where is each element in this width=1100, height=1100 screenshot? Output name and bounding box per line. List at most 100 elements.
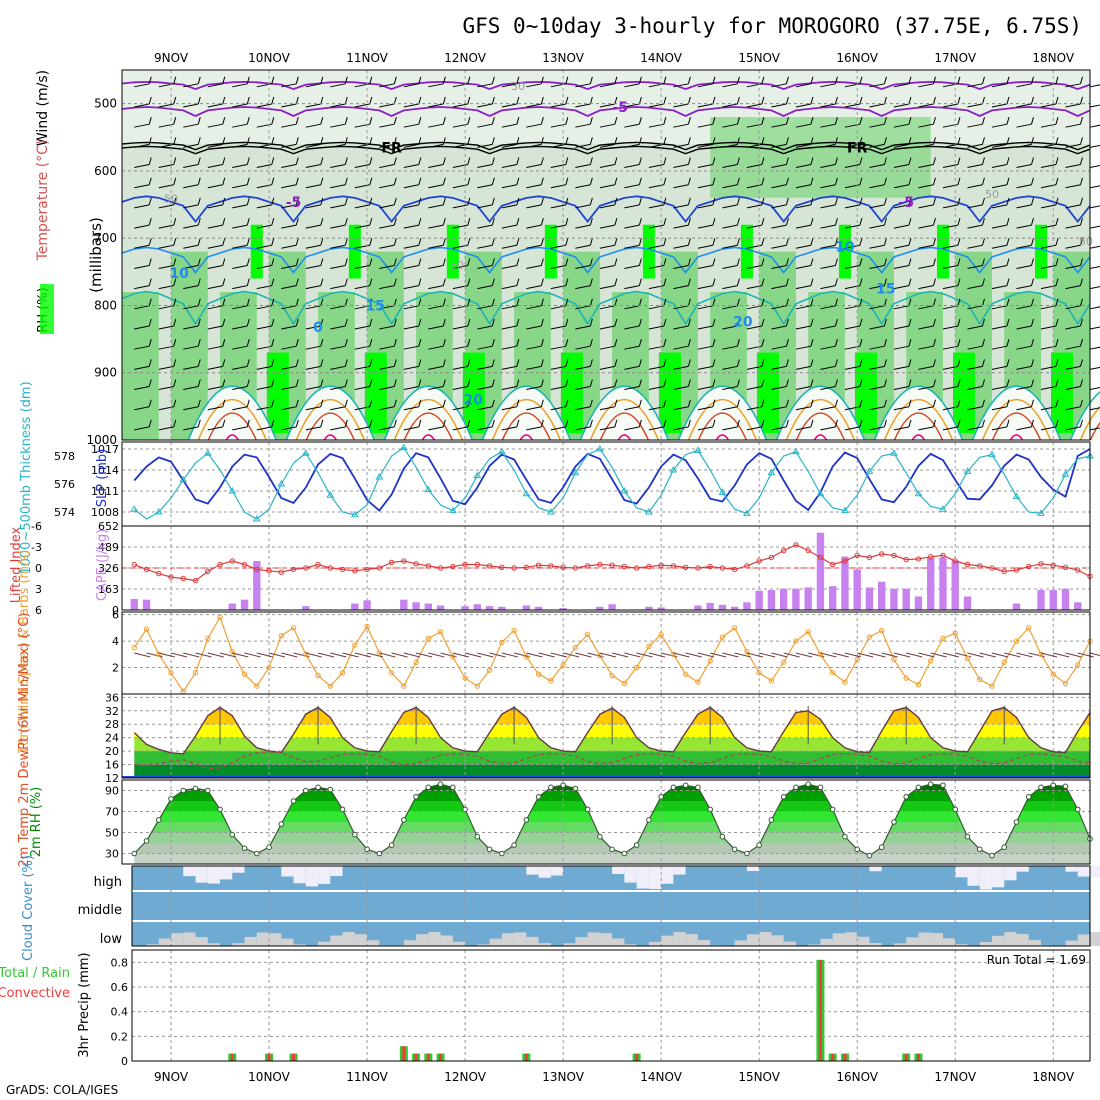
wind-barb (771, 365, 787, 370)
wind-barb-flag (271, 339, 275, 347)
wind-barb-flag (834, 298, 838, 306)
rh2m-marker (1038, 784, 1044, 791)
run-total-label: Run Total = 1.69 (987, 953, 1086, 967)
wind-barb-flag (271, 137, 275, 145)
li-marker (609, 562, 615, 568)
wind-barb-flag (957, 217, 961, 226)
cape-bar (485, 606, 494, 610)
wind-barb-flag (540, 419, 544, 428)
wind-barb-flag (810, 278, 814, 286)
wind-barb-flag (344, 339, 348, 347)
rh2m-marker (204, 787, 211, 794)
low-cloud-bar (1065, 940, 1078, 946)
wind-barb-flag (932, 379, 936, 387)
wind-barb-flag (222, 379, 226, 387)
wind-barb (305, 365, 321, 370)
wind-barb (624, 103, 640, 108)
wind-barb-flag (614, 278, 618, 286)
li-marker (241, 561, 248, 568)
wind-barb (1016, 103, 1032, 108)
wind-barb (281, 204, 297, 209)
cape-bar (865, 587, 874, 610)
isotherm-dome-35 (911, 434, 926, 441)
rh2m-marker (560, 782, 566, 789)
surface-wind-barb (636, 652, 653, 658)
wind-barb-flag (491, 278, 495, 286)
wind-barb-flag (908, 157, 912, 165)
wind-barb (1016, 264, 1032, 269)
dewpoint-line (134, 751, 1091, 770)
rh2m-marker (670, 784, 677, 791)
high-cloud-gap (318, 866, 331, 884)
wind-barb-flag (834, 419, 838, 428)
cloud-level-middle: middle (78, 903, 122, 918)
wind-barb-flag (663, 117, 667, 125)
low-cloud-bar (734, 940, 747, 946)
top-date-label: 15NOV (738, 51, 780, 65)
wind-tick-label: 6 (112, 609, 119, 622)
wind-barb (207, 365, 223, 370)
wind-barb-flag (785, 217, 789, 226)
wind-barb-flag (418, 137, 422, 145)
cape-bar (730, 606, 739, 610)
cape-bar (596, 606, 604, 610)
wind-speed-marker (731, 625, 738, 631)
wind-barb (281, 83, 297, 88)
wind-barb-flag (418, 96, 422, 105)
wind-barb-flag (393, 258, 397, 266)
wind-barb-flag (516, 258, 520, 266)
wind-barb (893, 305, 910, 310)
wind-barb-flag (173, 177, 177, 185)
li-marker (217, 561, 223, 568)
wind-barb (624, 123, 640, 128)
wind-barb (1089, 346, 1100, 350)
wind-barb-flag (638, 137, 642, 145)
isotherm-label: 0 (313, 320, 323, 336)
wind-barb-flag (344, 117, 348, 125)
wind-barb-flag (393, 96, 397, 105)
wind-barb-flag (834, 258, 838, 266)
surface-wind-barb (857, 652, 874, 658)
wind-barb-flag (589, 419, 593, 428)
wind-panel: 246 (112, 609, 1100, 695)
wind-barb (624, 143, 640, 148)
wind-barb (134, 426, 150, 431)
surface-wind-barb (881, 652, 898, 658)
rh2m-marker (131, 850, 138, 857)
wind-barb-flag (491, 258, 495, 266)
wind-barb-flag (1080, 339, 1083, 347)
wind-barb (771, 325, 787, 330)
wind-barb-flag (614, 258, 618, 266)
wind-barb-flag (222, 258, 226, 266)
wind-barb (795, 325, 812, 330)
wind-speed-marker (989, 683, 995, 689)
isotherm-line (121, 141, 1091, 151)
wind-barb (428, 204, 444, 209)
wind-barb-flag (981, 339, 985, 347)
wind-barb-flag (320, 278, 324, 286)
wind-barb-flag (712, 399, 716, 407)
precip-frame (131, 949, 1091, 1062)
wind-speed-marker (192, 670, 199, 676)
wind-speed-marker (535, 671, 542, 677)
wind-barb (673, 426, 689, 431)
wind-barb-flag (246, 379, 250, 387)
wind-speed-marker (1026, 625, 1032, 631)
wind-barb-flag (393, 157, 397, 165)
wind-barb (869, 103, 885, 108)
li-marker (486, 563, 493, 569)
wind-barb-flag (540, 177, 544, 185)
wind-barb (869, 123, 885, 128)
low-cloud-bar (832, 933, 845, 946)
wind-barb (232, 345, 248, 350)
wind-barb (452, 224, 468, 229)
wind-barb (599, 164, 615, 169)
top-date-label: 17NOV (934, 51, 976, 65)
wind-barb-flag (761, 399, 765, 407)
wind-barb-flag (859, 157, 863, 165)
wind-speed-marker (143, 626, 150, 632)
li-marker (474, 561, 481, 568)
wind-barb-flag (1055, 339, 1059, 347)
wind-barb-flag (1031, 399, 1034, 407)
wind-barb (207, 345, 223, 350)
